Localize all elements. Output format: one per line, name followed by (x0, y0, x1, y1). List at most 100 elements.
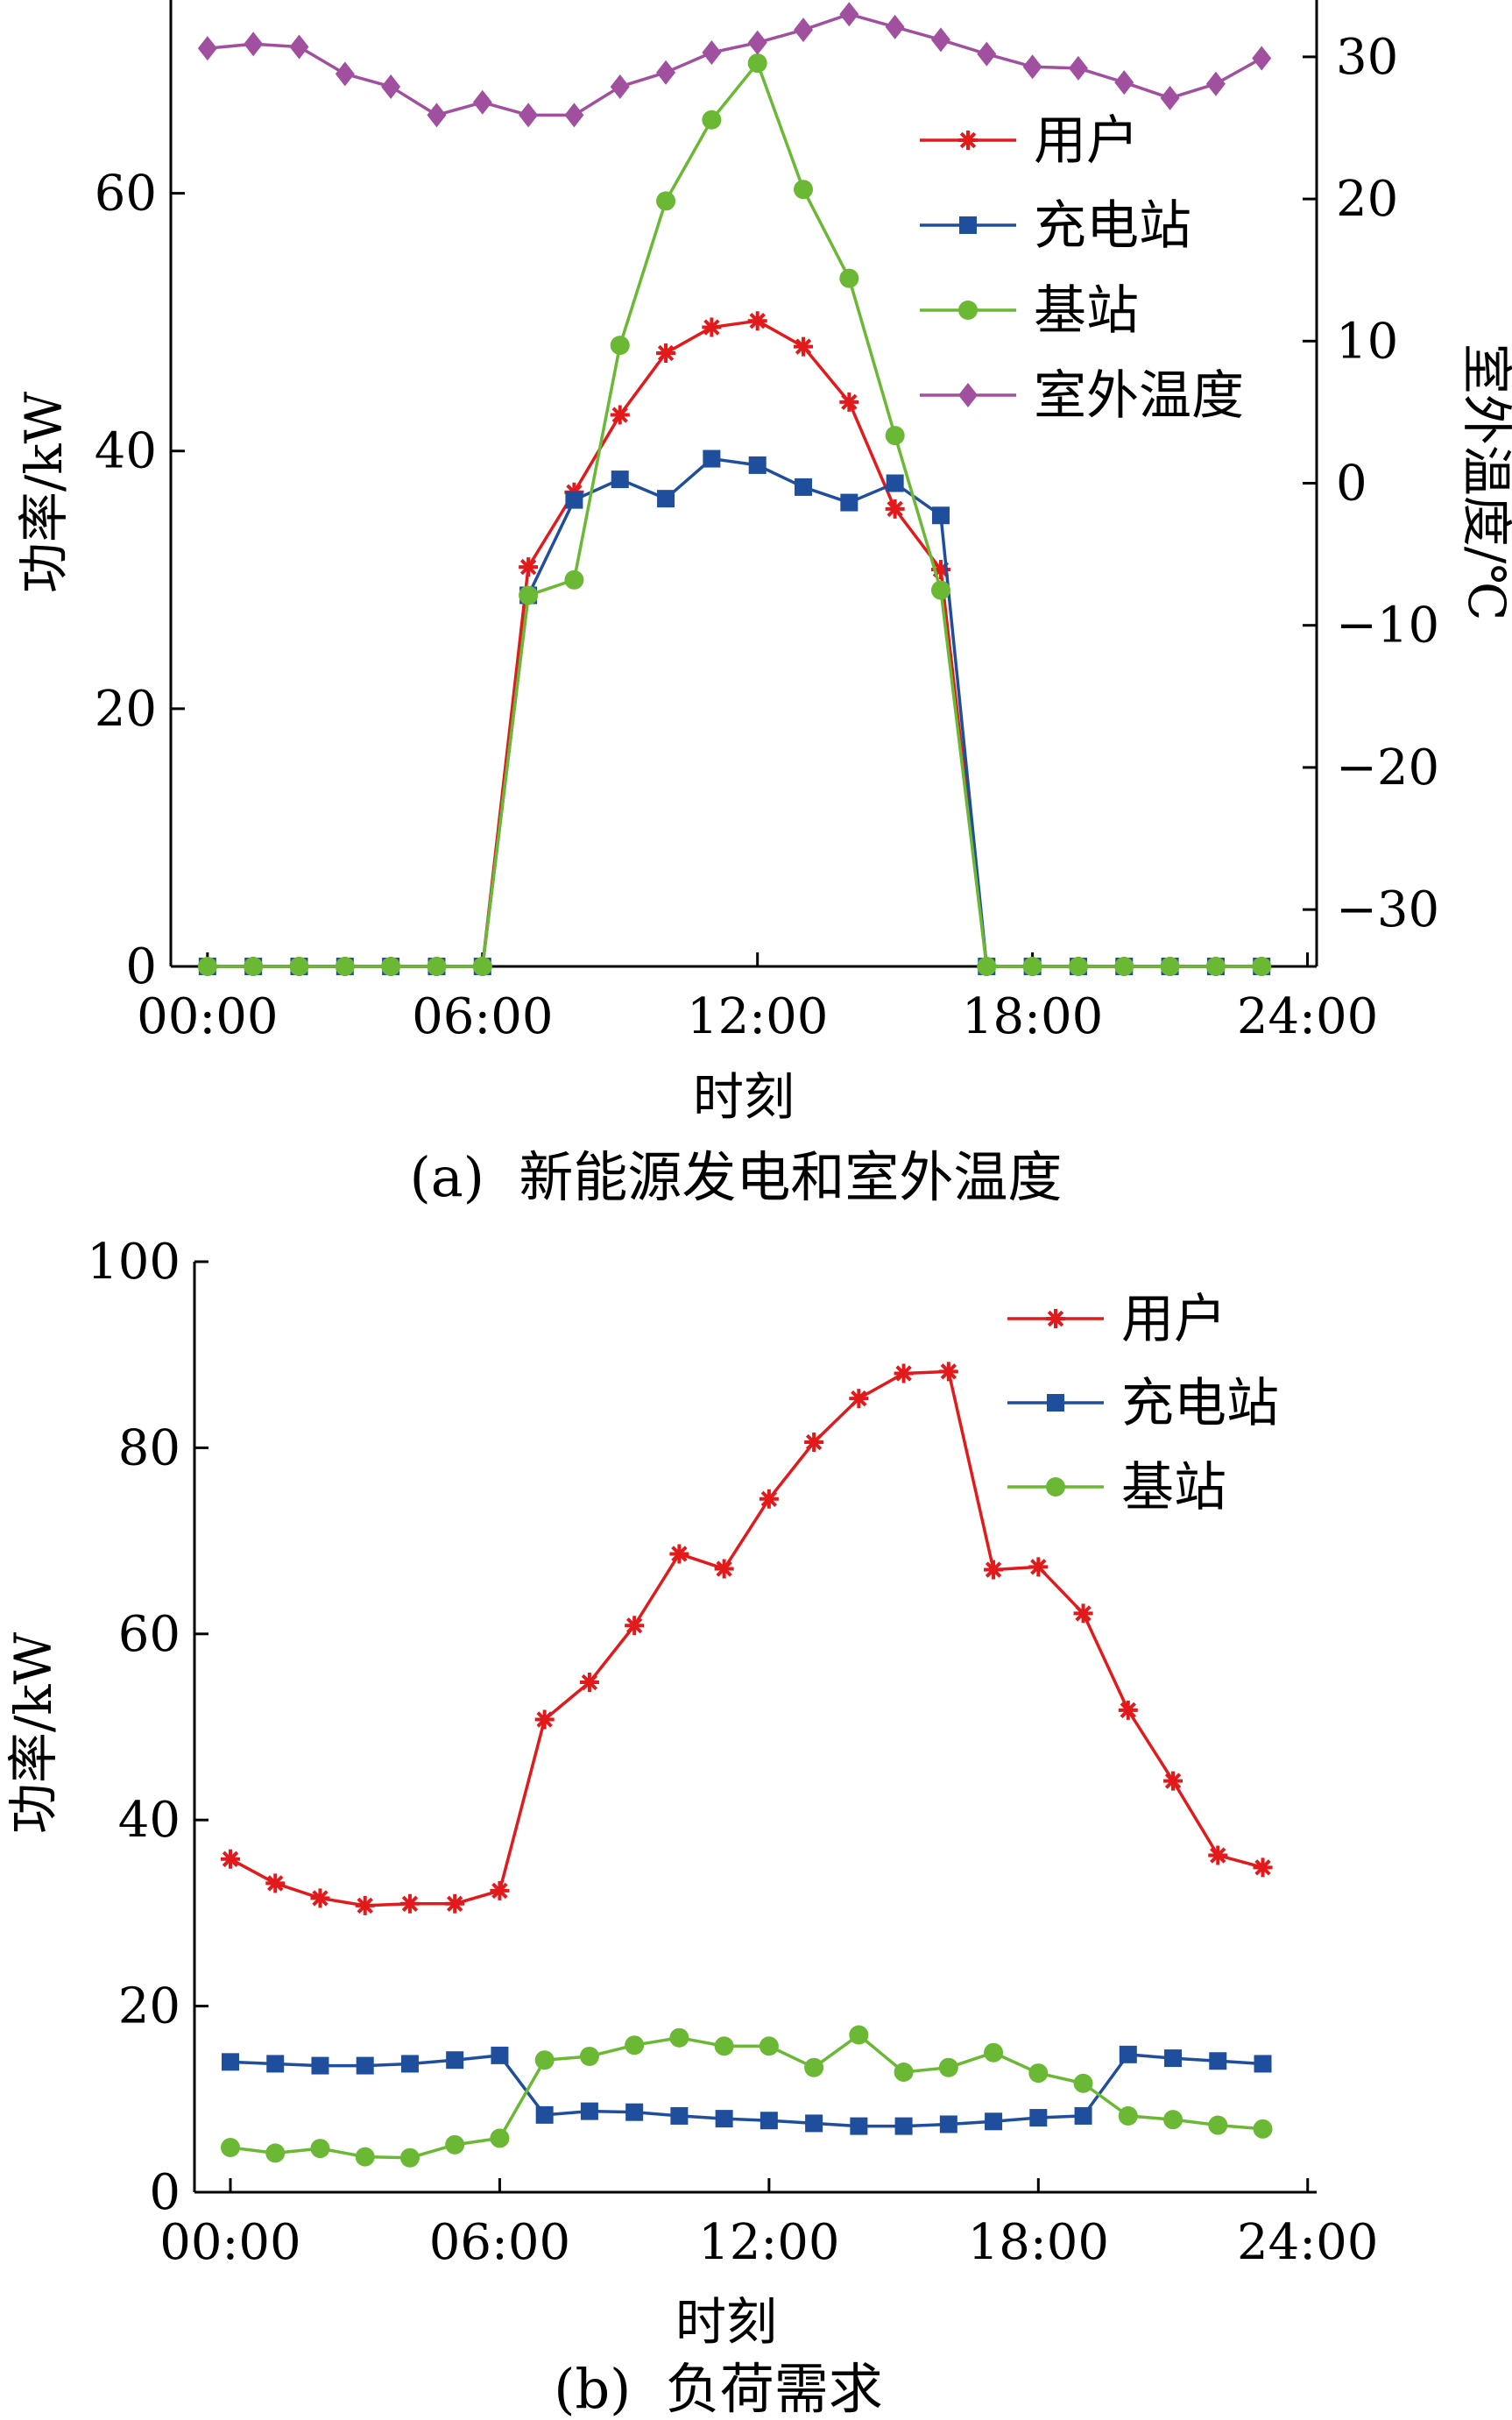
chart-b-series-1-point (1254, 2055, 1272, 2073)
chart-a: 00:00 06:00 12:00 18:00 24:00 0 20 40 60 −30 −20… (14, 0, 1512, 1209)
chart-b-x-tick-label: 24:00 (1237, 2214, 1378, 2271)
chart-b-series-1-point (1119, 2045, 1137, 2063)
chart-b-series-0-point (534, 1709, 555, 1730)
chart-b-x-ticks: 00:00 06:00 12:00 18:00 24:00 (159, 2178, 1378, 2271)
chart-b-series-0-point (1163, 1771, 1183, 1791)
chart-b-series-1-point (850, 2117, 868, 2135)
chart-a-legend-marker (959, 216, 977, 234)
chart-b-caption: (b) 负荷需求 (554, 2357, 882, 2420)
chart-b-x-tick-label: 06:00 (429, 2214, 570, 2271)
chart-a-y-right-tick-label: 20 (1336, 171, 1398, 228)
chart-b-series-0-point (984, 1560, 1004, 1580)
chart-b-series-line-0 (230, 1369, 1263, 1907)
chart-b-series-line-2 (230, 2033, 1263, 2160)
chart-a-y-right-tick-label: −20 (1336, 739, 1439, 796)
chart-a-series-2-point (519, 585, 539, 605)
chart-a-y-right-tick-label: 0 (1336, 456, 1367, 513)
chart-b-legend-label: 充电站 (1121, 1373, 1279, 1434)
chart-b-series-2-point (265, 2143, 286, 2163)
chart-b-series-1-point (805, 2114, 823, 2133)
chart-a-series-3-point (472, 89, 492, 115)
chart-a-x-tick-label: 18:00 (962, 988, 1103, 1045)
chart-b-series-0-point (265, 1873, 286, 1893)
chart-b-series-2-point (1253, 2119, 1273, 2139)
chart-b-y-tick-label: 40 (118, 1792, 180, 1849)
chart-a-series-2-point (930, 580, 950, 600)
chart-a-series-3-point (885, 14, 905, 39)
chart-b-series (220, 1362, 1273, 2168)
chart-b-series-2-point (355, 2147, 375, 2167)
chart-b-series-0-point (625, 1616, 645, 1636)
chart-b-series-2-point (625, 2035, 645, 2056)
chart-b-y-tick-label: 100 (87, 1234, 180, 1291)
chart-b-series-2-point (1163, 2110, 1183, 2130)
chart-a-y-tick-label: 40 (95, 423, 157, 480)
chart-b-series-1-point (535, 2105, 554, 2124)
chart-a-series-0-point (885, 499, 905, 519)
chart-a-y-right-tick-label: −30 (1336, 881, 1439, 938)
chart-a-x-tick-label: 24:00 (1237, 988, 1378, 1045)
chart-a-series-3-point (747, 30, 767, 55)
chart-b-series-1-point (1029, 2109, 1048, 2127)
chart-a-series-1-point (840, 493, 858, 512)
chart-a-series-2-point (656, 191, 676, 211)
chart-a-series-2-point (839, 268, 859, 288)
chart-b-x-tick-label: 12:00 (698, 2214, 839, 2271)
chart-b-series-2-point (1028, 2063, 1049, 2084)
chart-a-series-3-point (1160, 85, 1180, 110)
chart-b-series-1-point (985, 2112, 1003, 2131)
chart-b-series-0-point (714, 1559, 734, 1579)
chart-a-y-right-tick-label: 30 (1336, 29, 1398, 86)
chart-b-series-1-point (491, 2046, 509, 2064)
chart-a-x-tick-label: 00:00 (137, 988, 278, 1045)
chart-b-series-0-point (894, 1363, 914, 1383)
chart-b-series-0-point (355, 1895, 375, 1915)
chart-b: 00:00 06:00 12:00 18:00 24:00 0 20 40 60 80 100 用… (4, 1234, 1378, 2420)
chart-a-series-3-point (427, 103, 447, 128)
chart-a-y-label-right: 室外温度/℃ (1457, 343, 1512, 620)
chart-a-series-3-point (656, 60, 676, 85)
chart-a-series-2-point (1205, 957, 1226, 976)
chart-b-series-1-point (400, 2055, 419, 2073)
chart-a-series-0-point (702, 317, 722, 337)
chart-b-x-label: 时刻 (675, 2292, 777, 2352)
chart-b-series-2-point (220, 2138, 240, 2158)
chart-b-series-1-point (311, 2056, 329, 2075)
chart-a-series-1-point (931, 506, 950, 525)
chart-a-series-1-point (795, 478, 813, 496)
chart-a-series-2-point (1022, 957, 1042, 976)
chart-a-series-1-point (886, 474, 904, 492)
chart-a-series-3-point (977, 41, 997, 67)
chart-a-series-3-point (1068, 55, 1088, 81)
chart-b-series-2-point (1073, 2073, 1093, 2093)
chart-a-series-0-point (656, 343, 676, 363)
chart-b-series-2-point (310, 2139, 330, 2159)
chart-a-series-2-point (1114, 957, 1134, 976)
chart-b-series-1-point (1074, 2106, 1092, 2125)
chart-b-series-0-point (759, 1489, 779, 1509)
chart-b-series-2-point (399, 2148, 420, 2168)
chart-b-series-1-point (580, 2102, 598, 2120)
chart-a-legend-marker (958, 131, 978, 150)
chart-b-series-1-point (894, 2117, 913, 2135)
chart-b-series-0-point (1118, 1700, 1138, 1720)
chart-a-series-3-point (1022, 54, 1042, 80)
chart-a-y-tick-label: 0 (125, 938, 157, 995)
chart-b-y-tick-label: 80 (118, 1419, 180, 1476)
chart-a-series-0-point (794, 336, 814, 357)
chart-b-series-2-point (804, 2057, 824, 2077)
chart-a-series (197, 2, 1272, 976)
chart-a-series-3-point (794, 18, 814, 43)
chart-a-legend-marker (958, 383, 978, 407)
chart-a-series-1-point (657, 490, 675, 508)
chart-a-legend-label: 用户 (1034, 110, 1139, 172)
chart-b-series-2-point (1208, 2115, 1228, 2135)
chart-a-series-3-point (1252, 46, 1272, 71)
chart-a-series-2-point (197, 957, 217, 976)
chart-a-series-3-point (1114, 70, 1134, 96)
chart-a-series-0-point (610, 405, 630, 425)
chart-b-series-1-point (625, 2103, 644, 2121)
chart-a-series-3-point (564, 103, 584, 128)
chart-a-series-2-point (885, 426, 905, 446)
